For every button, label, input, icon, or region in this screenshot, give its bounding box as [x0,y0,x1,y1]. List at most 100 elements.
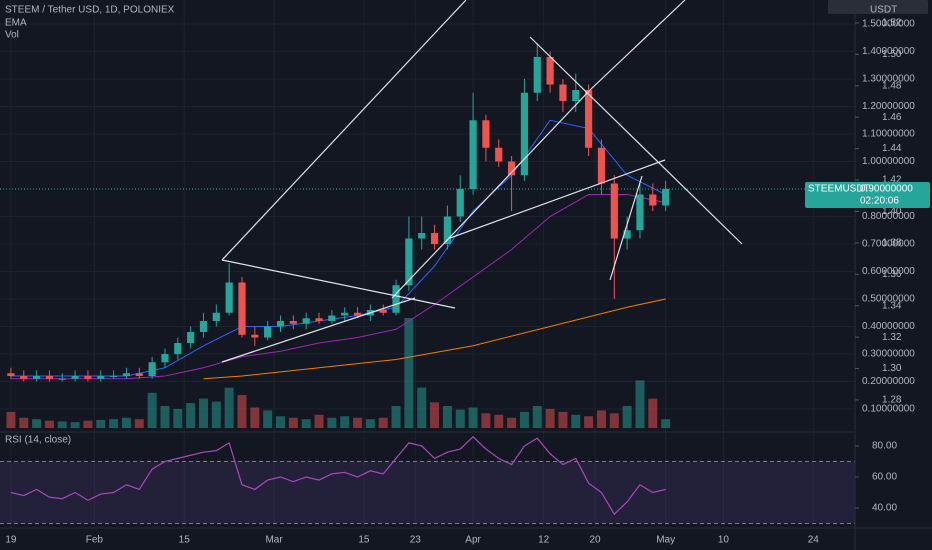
volume-bar [301,419,311,428]
candle-body [482,120,490,148]
candle-body [302,318,310,324]
x-tick-label: May [656,535,675,546]
candle-body [187,332,195,344]
candle-body [328,315,336,322]
ema-line [10,194,666,380]
last-symbol: STEEMUSDT [808,184,870,195]
rsi-tick-label: 40.00 [872,503,897,514]
volume-bar [83,420,93,428]
volume-bar [468,407,478,428]
candle-body [212,312,220,322]
volume-bar [70,422,80,428]
x-tick-label: Feb [86,535,104,546]
trend-line [609,175,643,281]
volume-bar [648,398,658,428]
y-tick-label: 1.50000000 [862,19,915,30]
volume-bar [430,402,440,428]
volume-bar [276,416,285,428]
volume-bar [340,416,350,428]
candle-body [97,376,105,379]
chart-title: STEEM / Tether USD, 1D, POLONIEX [5,5,175,16]
y2-tick-label: 1.42 [882,175,902,186]
y2-tick-label: 1.40 [882,206,902,217]
legend-item: Vol [5,30,19,41]
candle-body [469,120,477,190]
candles [7,43,670,382]
volume-bar [507,417,517,428]
volume-bar [6,411,16,428]
candle-body [58,378,66,380]
candle-body [341,312,349,316]
y2-tick-label: 1.38 [882,238,902,249]
candle-body [45,376,54,379]
x-tick-label: 20 [589,535,601,546]
volume-bar [211,401,221,428]
rsi-title: RSI (14, close) [5,435,71,446]
candle-body [507,161,516,176]
axes: 19 Feb 15 Mar 15 23 Apr 12 20 May 10 24 0.10000000 0.… [5,0,930,546]
candle-body [122,373,131,377]
candle-body [289,321,297,324]
volume-bar [481,413,491,428]
candle-body [174,343,182,355]
volume-bar [147,392,157,428]
trend-line [391,89,591,299]
volume-bar [109,419,119,428]
volume-bar [263,410,273,428]
rsi-tick-label: 80.00 [872,441,897,452]
volume-bar [545,408,555,428]
trend-line [529,36,743,245]
volume-bar [635,380,645,428]
volume-bar [584,416,594,428]
volume-bar [96,419,106,428]
volume-bar [160,406,170,428]
y-tick-label: 0.60000000 [862,266,915,277]
volume-bar [571,414,581,428]
candle-body [353,312,362,316]
volume-bar [404,318,414,428]
y-tick-label: 0.80000000 [862,211,915,222]
volume-bar [596,410,606,428]
rsi-pane [0,435,855,525]
y-tick-label: 0.10000000 [862,404,915,415]
candle-body [636,194,644,231]
legend-item: EMA [5,18,27,29]
y-tick-label: 0.40000000 [862,321,915,332]
candle-body [20,376,28,379]
x-tick-label: 19 [5,535,17,546]
volume-bar [121,417,131,428]
y-tick-label: 0.20000000 [862,376,915,387]
candle-body [161,354,169,363]
candle-body [610,183,618,239]
candle-body [623,230,631,239]
y2-tick-label: 1.34 [882,300,902,311]
low-box [828,0,928,14]
volume-bar [327,417,337,428]
volume-bar [57,421,67,428]
volume-bar [417,387,427,428]
y-tick-label: 0.70000000 [862,239,915,250]
volume-bar [288,417,298,428]
ema-line [10,119,666,377]
candle-body [84,376,92,379]
countdown: 02:20:06 [860,196,899,207]
x-tick-label: 15 [179,535,191,546]
candle-body [7,373,15,377]
x-tick-label: 15 [358,535,370,546]
x-tick-label: 24 [808,535,820,546]
y2-tick-label: 1.30 [882,363,902,374]
x-tick-label: Mar [265,535,283,546]
volume-bar [532,406,542,428]
candle-body [546,57,554,85]
y-tick-label: 0.50000000 [862,294,915,305]
volume-bar [622,406,632,428]
candle-body [572,90,580,102]
volume-bar [19,417,29,428]
candle-body [418,233,426,239]
y2-tick-label: 1.52 [882,18,902,29]
y2-tick-label: 1.46 [882,112,902,123]
volume-bar [314,414,324,428]
candle-body [585,90,593,148]
candle-body [533,57,541,93]
volume-bar [224,387,234,428]
